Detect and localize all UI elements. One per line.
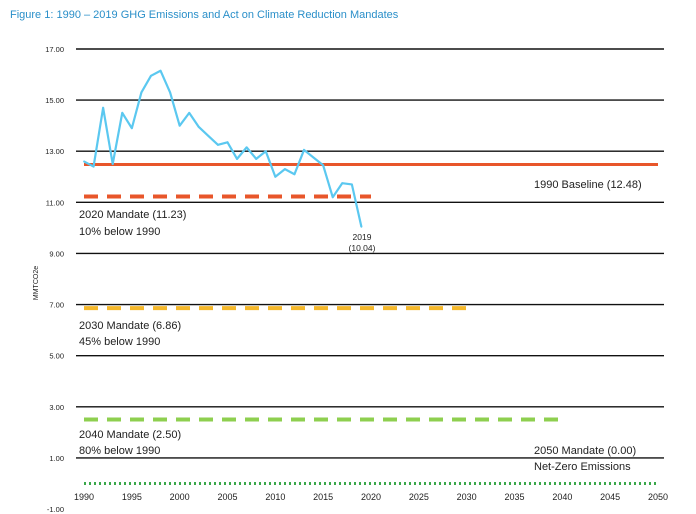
data-point <box>111 163 114 165</box>
x-tick-label: 2045 <box>600 492 620 502</box>
mandate-2020-label: 2020 Mandate (11.23) <box>79 209 186 221</box>
y-tick-label: 9.00 <box>49 249 64 258</box>
data-point <box>293 173 296 176</box>
data-point <box>264 150 267 153</box>
mandate-2050-sublabel: Net-Zero Emissions <box>534 461 631 473</box>
x-tick-label: 2050 <box>648 492 668 502</box>
y-tick-label: 7.00 <box>49 301 64 310</box>
x-tick-label: 2035 <box>504 492 524 502</box>
data-point <box>322 164 325 167</box>
data-point <box>178 124 181 127</box>
data-point <box>207 134 210 137</box>
x-tick-label: 1990 <box>74 492 94 502</box>
data-point <box>150 74 152 77</box>
x-tick-label: 2030 <box>457 492 477 502</box>
y-tick-label: 3.00 <box>49 403 64 412</box>
data-point <box>226 141 229 144</box>
data-point <box>284 168 286 171</box>
gridlines <box>76 48 664 459</box>
data-point <box>245 146 248 149</box>
x-tick-labels: 1990 1995 2000 2005 2010 2015 2020 2025 2030 2035… <box>74 492 668 502</box>
chart-title: Figure 1: 1990 – 2019 GHG Emissions and … <box>10 9 399 21</box>
data-point <box>236 157 238 160</box>
emissions-line <box>83 69 363 228</box>
y-tick-label: 5.00 <box>49 352 64 361</box>
x-tick-label: 2005 <box>217 492 237 502</box>
data-point <box>83 160 85 163</box>
x-tick-label: 2015 <box>313 492 333 502</box>
data-point <box>274 175 277 178</box>
mandate-2040-sublabel: 80% below 1990 <box>79 445 160 457</box>
data-point <box>92 165 95 168</box>
mandate-2030-label: 2030 Mandate (6.86) <box>79 320 181 332</box>
data-point <box>121 111 124 114</box>
x-tick-label: 2040 <box>552 492 572 502</box>
data-point <box>303 149 305 151</box>
mandate-2050-label: 2050 Mandate (0.00) <box>534 445 636 457</box>
data-point <box>360 225 363 228</box>
x-tick-label: 2025 <box>409 492 429 502</box>
data-point <box>255 157 258 160</box>
data-point <box>341 182 344 185</box>
y-tick-label: 15.00 <box>45 96 64 105</box>
y-tick-label: 11.00 <box>46 198 64 207</box>
mandate-2030-sublabel: 45% below 1990 <box>79 336 160 348</box>
data-point <box>312 156 315 159</box>
emissions-series <box>83 69 363 228</box>
x-tick-label: 2020 <box>361 492 381 502</box>
x-tick-label: 2010 <box>265 492 285 502</box>
y-tick-label: 17.00 <box>45 45 64 54</box>
data-point <box>140 91 143 94</box>
data-point <box>159 69 162 72</box>
point-2019-year: 2019 <box>353 232 372 242</box>
data-point <box>130 127 133 130</box>
data-point <box>331 196 334 199</box>
baseline-label: 1990 Baseline (12.48) <box>534 179 642 191</box>
point-2019-value: (10.04) <box>349 243 376 253</box>
data-point <box>350 183 353 186</box>
data-point <box>197 126 200 128</box>
mandate-2040-label: 2040 Mandate (2.50) <box>79 429 181 441</box>
y-tick-label: 13.00 <box>45 147 64 156</box>
reference-lines <box>84 163 658 485</box>
data-point <box>102 106 105 109</box>
y-tick-label: 1.00 <box>49 454 64 463</box>
x-tick-label: 1995 <box>122 492 142 502</box>
y-tick-labels: 17.00 15.00 13.00 11.00 9.00 7.00 5.00 3.00 1.00… <box>45 45 64 514</box>
y-tick-label: -1.00 <box>47 505 64 514</box>
data-point <box>188 111 191 114</box>
x-tick-label: 2000 <box>170 492 190 502</box>
mandate-2020-sublabel: 10% below 1990 <box>79 226 160 238</box>
data-point <box>217 143 219 146</box>
data-point <box>169 91 172 94</box>
y-axis-label: MMTCO2e <box>33 266 40 300</box>
